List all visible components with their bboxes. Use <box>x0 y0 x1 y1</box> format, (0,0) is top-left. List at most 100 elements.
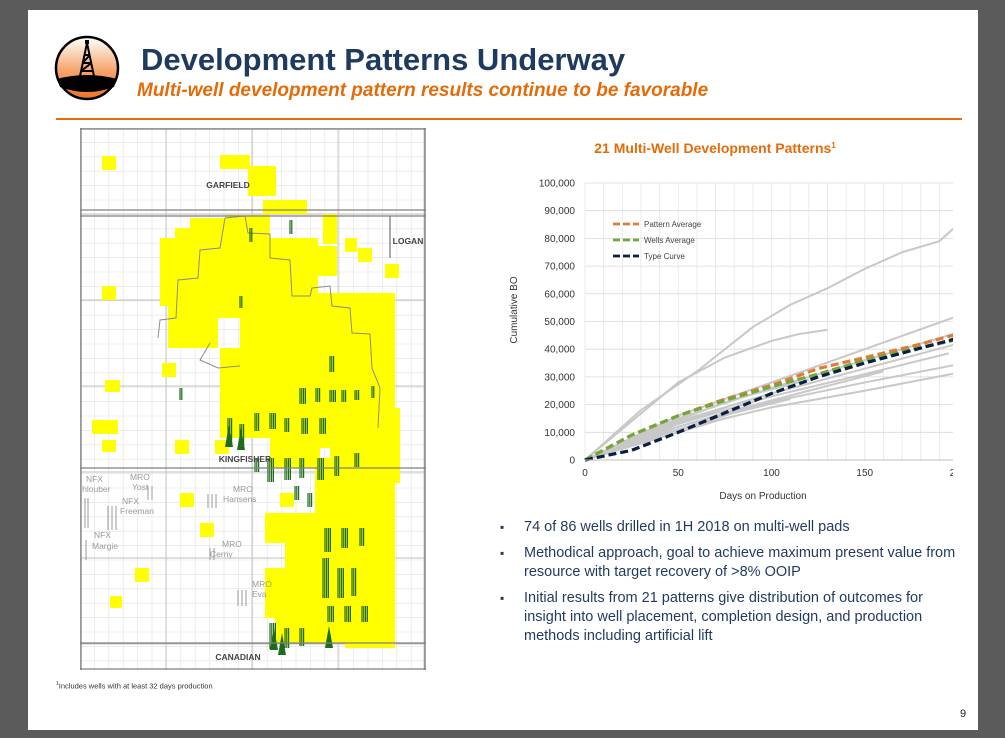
chart-y-tick-labels: 0 10,000 20,000 30,000 40,000 50,000 60,000 70,… <box>539 179 576 467</box>
acreage-block <box>263 200 307 214</box>
chart-y-tick-label: 20,000 <box>544 400 575 411</box>
acreage-block <box>312 246 337 276</box>
county-label-garfield: GARFIELD <box>206 180 249 190</box>
acreage-block <box>323 214 337 244</box>
bullet-item: ▪ 74 of 86 wells drilled in 1H 2018 on mu… <box>498 518 958 537</box>
well-pad-triangle <box>270 628 278 650</box>
chart-title: 21 Multi-Well Development Patterns1 <box>594 140 836 156</box>
acreage-block <box>385 338 395 368</box>
acreage-map: GARFIELD LOGAN KINGFISHER CANADIAN NFX C… <box>80 128 426 670</box>
acreage-block <box>358 248 372 262</box>
chart-pattern-line <box>584 316 953 461</box>
cumulative-production-chart: 21 Multi-Well Development Patterns1 0 10,… <box>509 140 953 502</box>
footnote-marker: 1 <box>56 681 59 687</box>
chart-x-axis-label: Days on Production <box>719 491 806 502</box>
bullet-marker: ▪ <box>500 520 505 534</box>
acreage-block <box>310 298 390 338</box>
bullet-text: 74 of 86 wells drilled in 1H 2018 on mul… <box>524 519 850 535</box>
legend-label: Wells Average <box>644 236 695 245</box>
acreage-block <box>92 420 118 434</box>
acreage-block <box>220 155 250 169</box>
county-label-canadian: CANADIAN <box>215 652 260 662</box>
chart-pattern-lines <box>584 227 953 461</box>
chart-pattern-line <box>584 398 791 461</box>
page-number: 9 <box>960 708 967 720</box>
page-title: Development Patterns Underway <box>141 42 626 77</box>
bullet-marker: ▪ <box>500 546 505 560</box>
chart-pattern-line <box>584 364 953 461</box>
chart-x-tick-label: 150 <box>856 468 873 479</box>
page-subtitle: Multi-well development pattern results c… <box>137 80 709 101</box>
bullet-item: ▪ Initial results from 21 patterns give d… <box>498 589 958 646</box>
chart-pattern-line <box>584 414 698 461</box>
acreage-block <box>110 596 122 608</box>
chart-x-tick-label: 100 <box>763 468 780 479</box>
legend-label: Pattern Average <box>644 220 702 229</box>
acreage-block <box>215 440 229 454</box>
bullet-marker: ▪ <box>500 591 505 605</box>
chart-series-line <box>584 338 953 462</box>
pad-label-line2: Chlouber <box>80 484 111 494</box>
chart-y-tick-label: 10,000 <box>544 428 575 439</box>
chart-y-tick-label: 0 <box>569 456 575 467</box>
acreage-block <box>285 353 390 408</box>
pad-label-line2: Yost <box>132 482 149 492</box>
chart-x-tick-labels: 0 50 100 150 200 <box>582 468 953 479</box>
chart-y-tick-label: 40,000 <box>544 345 575 356</box>
chart-y-tick-label: 30,000 <box>544 372 575 383</box>
acreage-block <box>102 156 116 170</box>
acreage-block <box>385 264 399 278</box>
acreage-block <box>248 166 276 196</box>
pad-label-line2: Eva <box>252 589 267 599</box>
pad-label-line2: Cerny <box>210 549 233 559</box>
pad-label-line1: NFX <box>122 496 139 506</box>
acreage-block <box>280 493 294 507</box>
chart-y-axis-label: Cumulative BO <box>509 276 520 343</box>
acreage-block <box>102 440 116 452</box>
acreage-block <box>180 493 194 507</box>
acreage-block <box>102 286 116 300</box>
well-pad-triangle <box>278 633 286 655</box>
acreage-outline <box>157 215 381 429</box>
pad-label-line1: MRO <box>252 579 272 589</box>
chart-series-line <box>584 337 953 462</box>
pad-label-line1: NFX <box>86 474 103 484</box>
oil-derrick-logo <box>54 35 120 101</box>
acreage-block <box>350 478 395 528</box>
chart-x-tick-label: 50 <box>673 468 685 479</box>
acreage-block <box>270 428 320 468</box>
chart-x-tick-label: 0 <box>582 468 588 479</box>
chart-y-tick-label: 50,000 <box>544 317 575 328</box>
pad-label-line1: MRO <box>130 472 150 482</box>
pad-label-line1: MRO <box>222 539 242 549</box>
chart-y-tick-label: 80,000 <box>544 234 575 245</box>
well-pad-triangle <box>225 425 233 447</box>
chart-y-tick-label: 90,000 <box>544 206 575 217</box>
pad-label-line1: NFX <box>94 530 111 540</box>
acreage-block <box>240 313 280 353</box>
chart-y-tick-label: 70,000 <box>544 262 575 273</box>
pad-label-line2: Freeman <box>120 506 154 516</box>
well-pad-triangle <box>237 428 245 450</box>
county-label-logan: LOGAN <box>393 236 424 246</box>
slide: Development Patterns Underway Multi-well… <box>28 10 978 730</box>
pad-label-line1: MRO <box>233 484 253 494</box>
bullet-text: Initial results from 21 patterns give di… <box>524 590 923 644</box>
chart-pattern-line <box>584 392 772 461</box>
acreage-block <box>135 568 149 582</box>
bullet-item: ▪ Methodical approach, goal to achieve ma… <box>498 544 958 582</box>
legend-label: Type Curve <box>644 252 685 261</box>
chart-y-tick-label: 100,000 <box>539 179 576 190</box>
pad-label-line2: Margie <box>92 541 118 551</box>
acreage-block <box>305 626 341 641</box>
acreage-block <box>162 363 176 377</box>
chart-x-tick-label: 200 <box>950 468 953 479</box>
footnote-text: Includes wells with at least 32 days pro… <box>58 681 213 691</box>
footnote: 1Includes wells with at least 32 days pr… <box>56 681 213 691</box>
chart-horizontal-gridlines <box>585 182 953 461</box>
bullet-list: ▪ 74 of 86 wells drilled in 1H 2018 on mu… <box>498 518 958 653</box>
acreage-block <box>345 238 357 252</box>
chart-y-tick-label: 60,000 <box>544 289 575 300</box>
acreage-block <box>175 440 189 454</box>
county-lines <box>80 128 426 670</box>
